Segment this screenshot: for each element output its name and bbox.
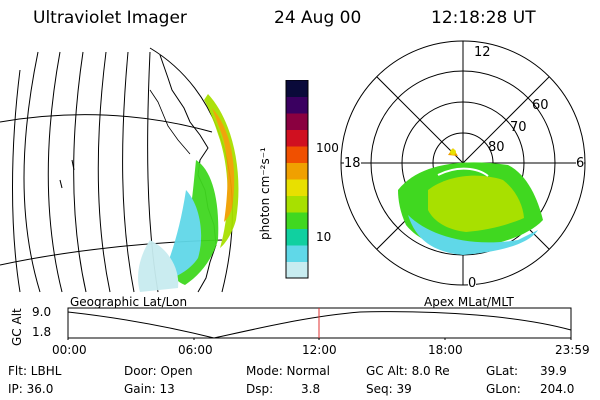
mlt-label-12: 12 <box>474 45 491 60</box>
mlt-label-0: 0 <box>468 276 477 291</box>
colorbar-band <box>286 80 308 97</box>
x-tick-0600: 06:00 <box>178 343 213 357</box>
colorbar-band <box>286 245 308 262</box>
dsp-label: Dsp: <box>246 382 274 396</box>
x-tick-2359: 23:59 <box>555 343 590 357</box>
polar-mlat-mlt-plot <box>340 40 586 286</box>
colorbar-band <box>286 113 308 130</box>
colorbar-band <box>286 195 308 213</box>
mlt-label-18: 18 <box>344 156 361 171</box>
door-info: Door: Open <box>124 364 193 378</box>
observation-date: 24 Aug 00 <box>274 8 362 28</box>
instrument-title: Ultraviolet Imager <box>33 8 187 28</box>
gain-info: Gain: 13 <box>124 382 175 396</box>
glon-value: 204.0 <box>540 382 575 396</box>
mode-info: Mode: Normal <box>246 364 330 378</box>
colorbar-band <box>286 212 308 229</box>
colorbar-band <box>286 261 308 279</box>
filter-info: Flt: LBHL <box>8 364 62 378</box>
geographic-map <box>0 47 239 293</box>
glat-value: 39.9 <box>540 364 567 378</box>
lat-label-70: 70 <box>510 120 527 135</box>
geographic-caption: Geographic Lat/Lon <box>70 295 188 309</box>
x-tick-0000: 00:00 <box>52 343 87 357</box>
y-tick-high: 9.0 <box>32 305 52 319</box>
lat-label-80: 80 <box>488 140 505 155</box>
color-scale-bar <box>285 80 309 279</box>
glon-label: GLon: <box>486 382 521 396</box>
colorbar-tick-10: 10 <box>316 230 332 244</box>
lat-label-60: 60 <box>532 98 549 113</box>
x-tick-1200: 12:00 <box>302 343 337 357</box>
colorbar-unit-label: photon cm⁻²s⁻¹ <box>258 147 272 240</box>
gc-alt-info: GC Alt: 8.0 Re <box>366 364 450 378</box>
colorbar-tick-100: 100 <box>316 141 339 155</box>
colorbar-band <box>286 146 308 163</box>
y-tick-low: 1.8 <box>32 325 52 339</box>
gc-altitude-timeline <box>67 307 572 340</box>
glat-label: GLat: <box>486 364 519 378</box>
colorbar-band <box>286 162 308 180</box>
seq-info: Seq: 39 <box>366 382 412 396</box>
mlt-label-6: 6 <box>576 156 585 171</box>
colorbar-band <box>286 228 308 246</box>
dsp-value: 3.8 <box>301 382 321 396</box>
colorbar-band <box>286 96 308 114</box>
apex-caption: Apex MLat/MLT <box>424 295 514 309</box>
ip-info: IP: 36.0 <box>8 382 54 396</box>
observation-time: 12:18:28 UT <box>431 8 536 28</box>
x-tick-1800: 18:00 <box>428 343 463 357</box>
colorbar-band <box>286 129 308 147</box>
colorbar-band <box>286 179 308 196</box>
